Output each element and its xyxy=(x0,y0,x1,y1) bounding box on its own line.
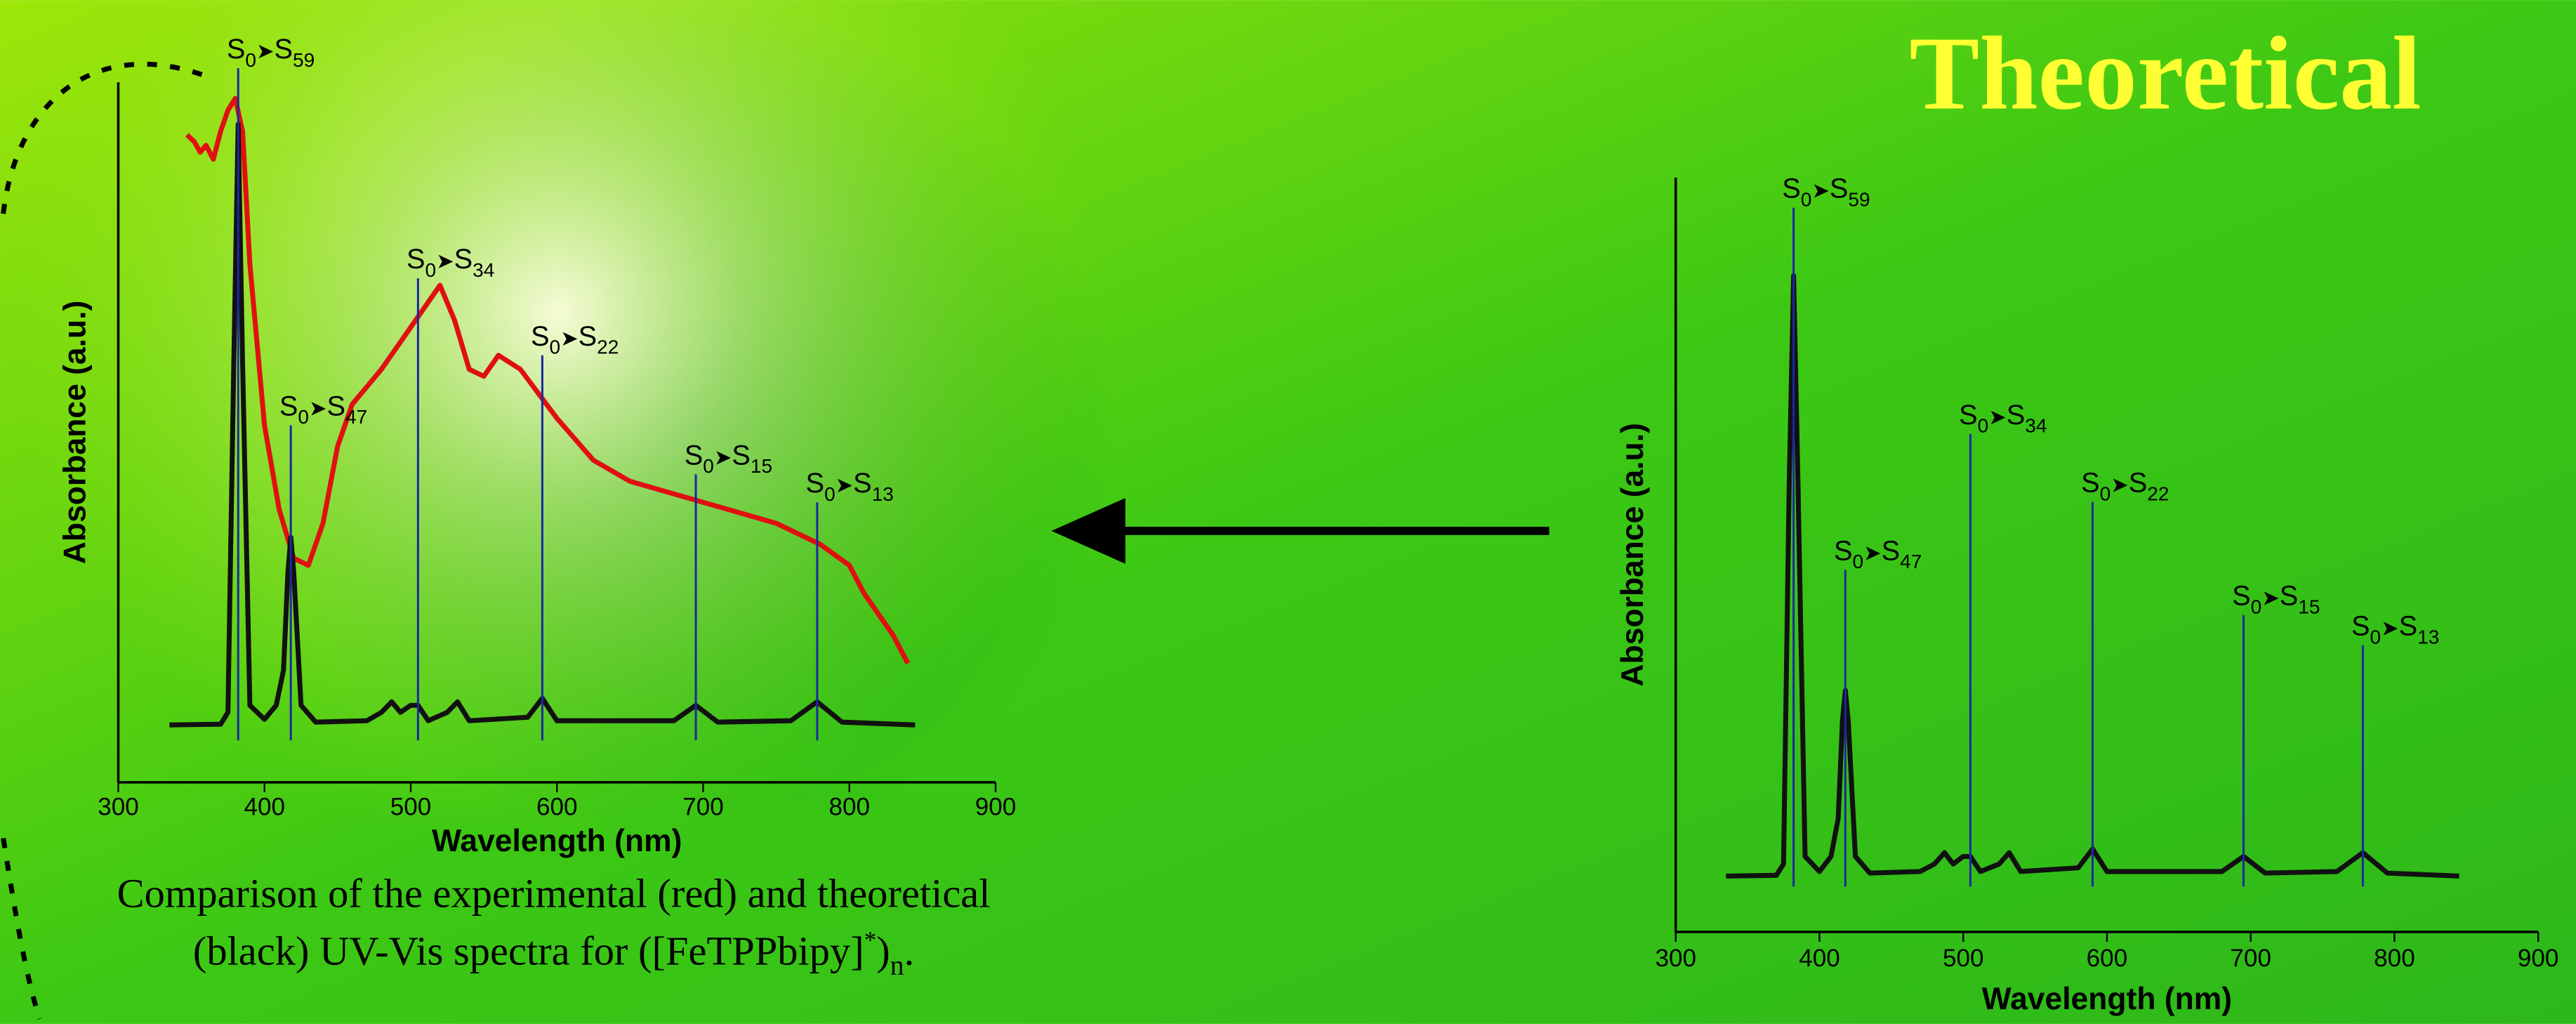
transition-arrow: ➤ xyxy=(309,397,326,421)
state-index: 0 xyxy=(1852,551,1863,572)
state-symbol: S xyxy=(2232,581,2251,612)
state-index: 0 xyxy=(1978,415,1989,437)
state-symbol: S xyxy=(732,440,751,471)
state-symbol: S xyxy=(853,468,872,499)
state-index: 15 xyxy=(751,455,772,477)
transition-arrow: ➤ xyxy=(1988,405,2006,429)
caption: Comparison of the experimental (red) and… xyxy=(117,871,991,917)
transition-arrow: ➤ xyxy=(560,327,578,350)
state-index: 13 xyxy=(872,483,894,505)
state-symbol: S xyxy=(454,244,473,275)
transition-arrow: ➤ xyxy=(2111,473,2128,497)
state-symbol: S xyxy=(1782,173,1801,204)
x-tick-label: 300 xyxy=(1655,945,1696,972)
state-symbol: S xyxy=(1834,535,1853,566)
y-axis-label: Absorbance (a.u.) xyxy=(58,301,93,564)
state-index: 0 xyxy=(2370,626,2382,648)
state-symbol: S xyxy=(407,244,425,275)
state-symbol: S xyxy=(2081,468,2100,499)
state-symbol: S xyxy=(274,34,293,65)
state-index: 47 xyxy=(345,406,367,428)
state-symbol: S xyxy=(806,468,825,499)
caption: (black) UV-Vis spectra for ([FeTPPbipy]*… xyxy=(193,926,914,980)
y-axis-label: Absorbance (a.u.) xyxy=(1616,423,1650,686)
transition-arrow: ➤ xyxy=(714,445,732,469)
state-symbol: S xyxy=(1882,535,1901,566)
state-index: 0 xyxy=(2251,596,2262,617)
transition-arrow: ➤ xyxy=(2261,586,2279,610)
state-index: 22 xyxy=(2147,483,2169,504)
state-symbol: S xyxy=(531,321,550,352)
x-tick-label: 500 xyxy=(1943,945,1984,972)
state-index: 22 xyxy=(597,336,619,358)
x-tick-label: 700 xyxy=(2230,945,2271,972)
transition-arrow: ➤ xyxy=(1863,541,1881,565)
transition-arrow: ➤ xyxy=(256,39,274,63)
state-index: 13 xyxy=(2417,626,2439,648)
x-tick-label: 400 xyxy=(244,794,285,821)
x-axis-label: Wavelength (nm) xyxy=(432,824,682,858)
x-tick-label: 600 xyxy=(2087,945,2128,972)
state-index: 59 xyxy=(293,49,315,71)
x-tick-label: 500 xyxy=(390,794,432,821)
state-symbol: S xyxy=(227,34,246,65)
caption-sup: * xyxy=(864,926,877,954)
state-symbol: S xyxy=(326,391,345,422)
state-symbol: S xyxy=(579,321,597,352)
title: Theoretical xyxy=(1909,16,2421,132)
state-index: 0 xyxy=(2100,483,2111,504)
state-index: 0 xyxy=(245,49,256,71)
state-index: 0 xyxy=(298,406,309,428)
state-index: 15 xyxy=(2298,596,2320,617)
state-symbol: S xyxy=(2129,468,2148,499)
transition-arrow: ➤ xyxy=(2381,617,2398,641)
state-index: 34 xyxy=(473,259,494,281)
x-tick-label: 300 xyxy=(98,794,139,821)
state-index: 47 xyxy=(1900,551,1922,572)
x-axis-label: Wavelength (nm) xyxy=(1982,982,2232,1016)
state-symbol: S xyxy=(2280,581,2299,612)
transition-arrow: ➤ xyxy=(835,473,853,497)
state-symbol: S xyxy=(1959,400,1978,431)
x-tick-label: 800 xyxy=(2374,945,2415,972)
x-tick-label: 900 xyxy=(975,794,1017,821)
x-tick-label: 900 xyxy=(2518,945,2559,972)
state-symbol: S xyxy=(1830,173,1849,204)
caption-text: . xyxy=(904,928,915,974)
state-symbol: S xyxy=(2399,611,2418,642)
state-index: 34 xyxy=(2025,415,2047,437)
state-symbol: S xyxy=(2007,400,2026,431)
page: Theoretical Comparison of the experiment… xyxy=(0,0,2576,1024)
caption-text: ) xyxy=(876,928,890,974)
caption-sub: n xyxy=(890,950,904,981)
state-index: 0 xyxy=(1801,188,1812,210)
state-index: 59 xyxy=(1848,188,1870,210)
state-symbol: S xyxy=(279,391,298,422)
transition-arrow: ➤ xyxy=(1811,179,1829,203)
poster: Theoretical Comparison of the experiment… xyxy=(0,0,2576,1024)
transition-arrow: ➤ xyxy=(436,249,454,273)
x-tick-label: 700 xyxy=(682,794,724,821)
x-tick-label: 800 xyxy=(828,794,870,821)
state-symbol: S xyxy=(685,440,704,471)
state-index: 0 xyxy=(550,336,561,358)
x-tick-label: 400 xyxy=(1799,945,1840,972)
state-symbol: S xyxy=(2351,611,2370,642)
state-index: 0 xyxy=(824,483,835,505)
x-tick-label: 600 xyxy=(536,794,578,821)
state-index: 0 xyxy=(703,455,714,477)
caption-text: (black) UV-Vis spectra for ([FeTPPbipy] xyxy=(193,928,864,974)
state-index: 0 xyxy=(425,259,437,281)
